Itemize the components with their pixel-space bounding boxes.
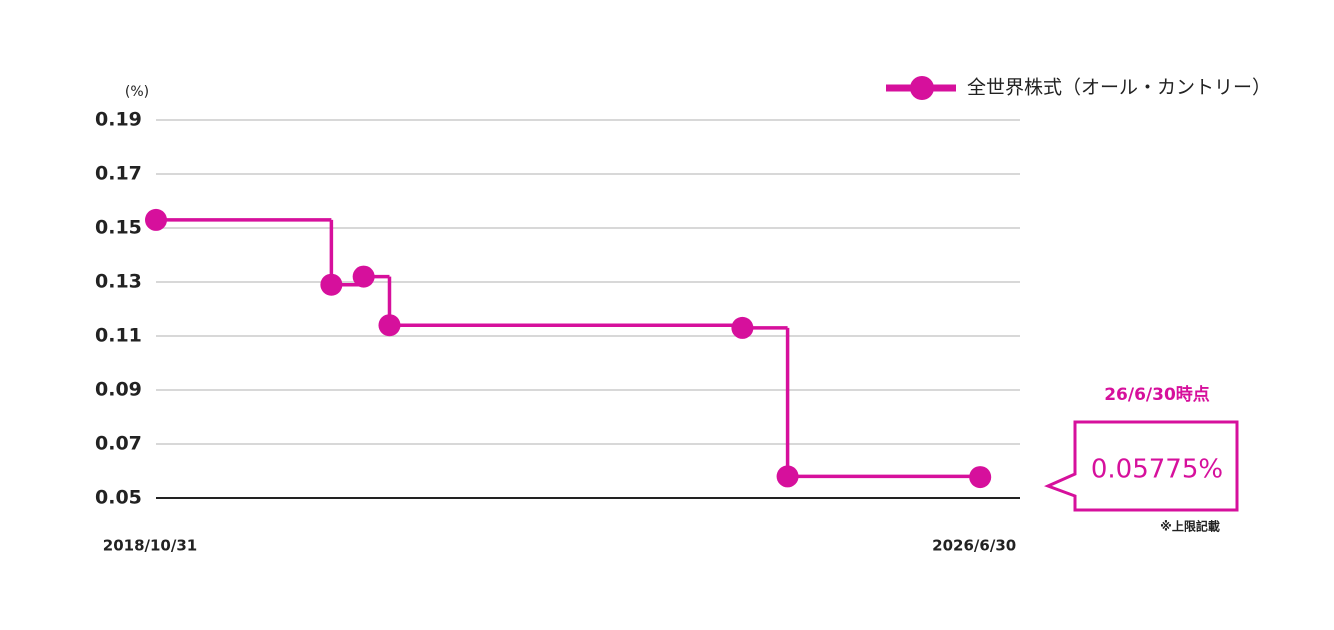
y-axis-label: (%) xyxy=(125,84,149,100)
x-tick-label: 2018/10/31 xyxy=(103,537,197,555)
y-tick-label: 0.15 xyxy=(95,217,142,239)
y-tick-label: 0.13 xyxy=(95,271,142,293)
legend-label: 全世界株式（オール・カントリー） xyxy=(967,77,1271,99)
value-label: 0.05775% xyxy=(1091,455,1223,485)
y-tick-label: 0.07 xyxy=(95,433,142,455)
point xyxy=(776,465,799,488)
y-tick-label: 0.09 xyxy=(95,379,142,401)
y-tick-label: 0.17 xyxy=(95,163,142,185)
y-tick-label: 0.11 xyxy=(95,325,142,347)
point xyxy=(352,265,375,288)
point xyxy=(145,208,167,231)
annotation: 26/6/30時点 xyxy=(1104,384,1210,405)
callout-box xyxy=(1044,420,1239,512)
legend-marker xyxy=(910,76,934,100)
point xyxy=(320,273,343,296)
point xyxy=(731,316,754,339)
y-tick-label: 0.05 xyxy=(95,487,142,509)
x-tick-label: 2026/6/30 xyxy=(932,537,1016,555)
y-tick-label: 0.19 xyxy=(95,109,142,131)
point xyxy=(969,466,992,489)
annotation: ※上限記載 xyxy=(1160,519,1220,534)
point xyxy=(378,314,401,337)
